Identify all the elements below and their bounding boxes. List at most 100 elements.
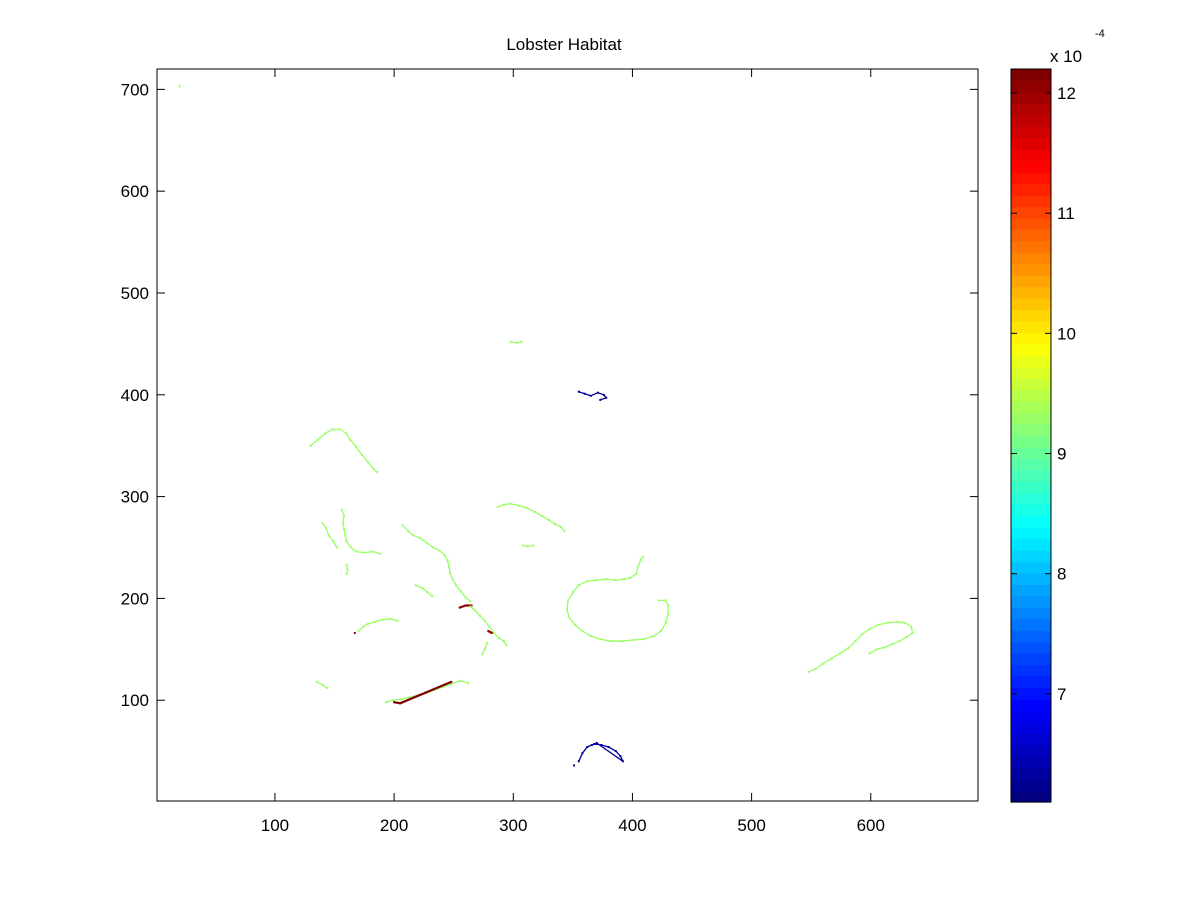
habitat-cell (847, 647, 850, 650)
habitat-cell (414, 584, 417, 587)
habitat-cell (407, 530, 410, 533)
habitat-cell (464, 604, 467, 607)
colorbar-segment (1011, 779, 1051, 792)
colorbar-segment (1011, 217, 1051, 230)
x-tick-label: 500 (737, 816, 765, 835)
colorbar-tick-label: 11 (1057, 204, 1075, 223)
colorbar-segment (1011, 80, 1051, 93)
habitat-cell (327, 534, 330, 537)
habitat-cell (667, 612, 670, 615)
habitat-cell (898, 640, 901, 643)
colorbar-segment (1011, 572, 1051, 585)
chart-title: Lobster Habitat (506, 35, 622, 54)
habitat-cell (408, 696, 411, 699)
colorbar-segment (1011, 767, 1051, 780)
habitat-cell (315, 680, 318, 683)
habitat-cell (361, 453, 363, 456)
colorbar-segment (1011, 298, 1051, 311)
habitat-cell (502, 640, 505, 643)
colorbar-segment (1011, 263, 1051, 276)
colorbar-segment (1011, 515, 1051, 528)
habitat-cell (520, 340, 523, 343)
habitat-cell (363, 551, 366, 554)
habitat-feature (309, 428, 379, 474)
colorbar-segment (1011, 355, 1051, 368)
habitat-feature (469, 605, 508, 647)
colorbar-frame (1010, 68, 1052, 803)
colorbar-segment (1011, 595, 1051, 608)
habitat-cell (438, 549, 441, 552)
colorbar-segment (1011, 698, 1051, 711)
habitat-cell (904, 621, 907, 624)
habitat-cell (450, 680, 453, 683)
habitat-cell (478, 614, 481, 617)
colorbar-segment (1011, 527, 1051, 540)
habitat-cell (335, 546, 338, 549)
colorbar-segment (1011, 618, 1051, 631)
habitat-cell (637, 564, 640, 567)
habitat-cell (355, 445, 357, 448)
colorbar-segment (1011, 756, 1051, 769)
colorbar-segment (1011, 160, 1051, 173)
colorbar-segment (1011, 435, 1051, 448)
colorbar-segment (1011, 676, 1051, 689)
habitat-cell (400, 698, 403, 701)
habitat-cell (432, 546, 435, 549)
habitat-cell (378, 552, 381, 555)
habitat-cell (822, 662, 825, 665)
colorbar-segment (1011, 630, 1051, 643)
habitat-feature (573, 764, 576, 767)
habitat-cell (412, 534, 415, 537)
colorbar-tick-label: 9 (1057, 445, 1066, 464)
habitat-cell (426, 542, 429, 545)
habitat-cell (884, 646, 887, 649)
habitat-cell (620, 640, 623, 643)
colorbar-segment (1011, 733, 1051, 746)
habitat-cell (426, 591, 429, 594)
habitat-cell (421, 587, 424, 590)
habitat-cell (518, 504, 521, 507)
colorbar-tick-label: 12 (1057, 84, 1076, 103)
colorbar-segment (1011, 343, 1051, 356)
colorbar-segment (1011, 790, 1051, 803)
habitat-cell (642, 555, 645, 558)
habitat-cell (357, 630, 360, 632)
habitat-cell (483, 648, 486, 651)
habitat-cell (581, 752, 584, 755)
colorbar-segment (1011, 103, 1051, 116)
habitat-cell (599, 398, 602, 401)
y-tick-label: 300 (121, 488, 149, 507)
colorbar-tick-label: 7 (1057, 685, 1066, 704)
habitat-cell (635, 573, 637, 575)
colorbar-segment (1011, 206, 1051, 219)
habitat-feature (178, 85, 181, 88)
habitat-cell (353, 632, 356, 634)
habitat-cell (595, 579, 598, 582)
habitat-feature (807, 620, 914, 673)
colorbar-segment (1011, 366, 1051, 379)
colorbar: 7 8 9 10 11 12 x 10 -4 (1010, 28, 1105, 803)
habitat-cell (619, 755, 622, 758)
habitat-cell (590, 744, 593, 746)
colorbar-segment (1011, 172, 1051, 185)
habitat-cell (331, 428, 334, 431)
habitat-cell (623, 578, 626, 581)
colorbar-segment (1011, 183, 1051, 196)
habitat-cell (366, 461, 369, 463)
habitat-cell (577, 390, 580, 393)
colorbar-segment (1011, 446, 1051, 459)
colorbar-segment (1011, 607, 1051, 620)
colorbar-segment (1011, 309, 1051, 322)
colorbar-segment (1011, 744, 1051, 757)
colorbar-segment (1011, 275, 1051, 288)
habitat-cell (431, 595, 434, 598)
habitat-cell (573, 764, 576, 767)
habitat-cell (830, 657, 833, 660)
habitat-cell (540, 514, 543, 517)
colorbar-segment (1011, 721, 1051, 734)
habitat-cell (451, 578, 454, 581)
habitat-cell (371, 467, 374, 470)
habitat-cell (339, 428, 342, 431)
habitat-cell (341, 522, 344, 525)
